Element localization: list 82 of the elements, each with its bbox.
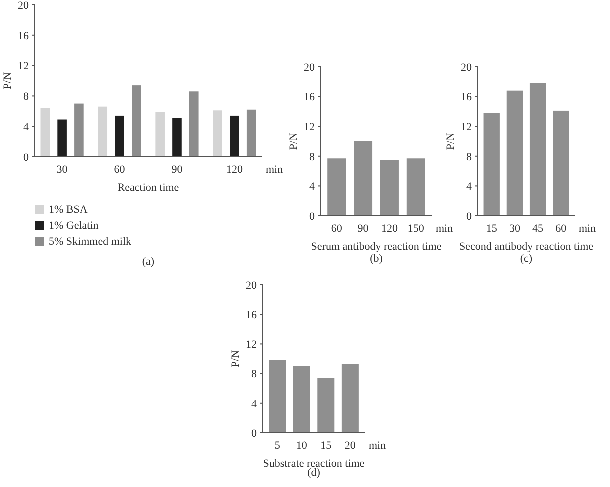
bar: [328, 158, 346, 216]
text: min: [369, 440, 387, 452]
bar: [406, 158, 426, 216]
y-axis-title: P/N: [2, 72, 14, 90]
x-tick-label: 90: [358, 223, 370, 235]
y-tick-label: 20: [246, 280, 258, 292]
y-tick-label: 12: [18, 60, 29, 73]
y-tick-label: 8: [24, 91, 30, 104]
bar: [293, 366, 310, 433]
x-tick-label: 90: [172, 164, 184, 176]
bar: [506, 90, 524, 216]
y-tick-label: 20: [461, 62, 472, 74]
x-axis-title: Serum antibody reaction time: [311, 241, 442, 253]
bar: [318, 378, 335, 433]
y-tick-label: 12: [246, 339, 257, 352]
x-tick-label: 45: [532, 223, 544, 235]
bar: [40, 108, 50, 157]
bar: [530, 83, 546, 216]
bar: [553, 110, 570, 216]
bar: [58, 120, 67, 157]
y-tick-label: 0: [24, 152, 30, 164]
x-tick-label: 30: [56, 164, 68, 176]
y-tick-label: 0: [310, 210, 316, 223]
text: min: [579, 223, 597, 235]
text: min: [266, 164, 284, 176]
y-tick-label: 16: [246, 309, 258, 322]
bar: [246, 110, 256, 157]
y-tick-label: 16: [304, 92, 316, 104]
y-tick-label: 12: [461, 121, 472, 134]
legend-label: 1% Gelatin: [49, 220, 100, 232]
legend-label: 5% Skimmed milk: [49, 236, 132, 248]
x-axis-title: Second antibody reaction time: [459, 241, 594, 253]
y-tick-label: 4: [310, 181, 316, 194]
y-axis-title: P/N: [230, 350, 242, 368]
x-tick-label: 60: [331, 223, 343, 235]
bar: [269, 360, 286, 433]
y-tick-label: 4: [252, 398, 258, 410]
x-tick-label: 20: [344, 440, 356, 452]
bar: [156, 112, 165, 157]
bar: [213, 110, 222, 157]
x-tick-label: 10: [296, 440, 308, 452]
y-tick-label: 0: [466, 210, 472, 223]
y-tick-label: 12: [304, 121, 315, 134]
y-tick-label: 4: [24, 121, 30, 134]
y-tick-label: 8: [310, 151, 316, 164]
bar: [74, 104, 84, 157]
bar: [98, 106, 108, 157]
x-tick-label: 30: [509, 223, 521, 235]
x-tick-label: 150: [408, 223, 425, 235]
x-tick-label: 60: [114, 164, 126, 176]
bar: [132, 86, 142, 157]
y-tick-label: 0: [252, 428, 258, 440]
bar: [230, 116, 240, 157]
bar: [380, 160, 399, 216]
y-tick-label: 8: [252, 368, 258, 381]
text: (b): [370, 253, 384, 265]
bar: [342, 364, 359, 433]
x-tick-label: 120: [226, 164, 244, 176]
text: (c): [520, 253, 533, 265]
text: (d): [308, 467, 321, 479]
x-axis-title: Reaction time: [118, 182, 180, 194]
y-tick-label: 8: [466, 151, 472, 164]
bar: [354, 142, 373, 216]
y-tick-label: 16: [18, 30, 30, 42]
legend-label: 1% BSA: [49, 204, 88, 216]
y-tick-label: 20: [304, 62, 316, 74]
text: min: [436, 223, 454, 235]
bar: [484, 113, 500, 216]
x-tick-label: 15: [320, 440, 332, 452]
y-tick-label: 16: [461, 92, 472, 104]
bar: [172, 118, 182, 157]
y-tick-label: 20: [18, 0, 30, 12]
y-axis-title: P/N: [288, 132, 300, 150]
y-tick-label: 4: [466, 181, 472, 194]
y-axis-title: P/N: [445, 132, 457, 150]
text: (a): [142, 256, 155, 268]
x-tick-label: 15: [486, 223, 498, 235]
x-tick-label: 5: [274, 440, 281, 452]
bar: [189, 92, 199, 157]
x-tick-label: 60: [556, 223, 568, 235]
x-tick-label: 120: [381, 223, 398, 235]
bar: [115, 116, 124, 157]
